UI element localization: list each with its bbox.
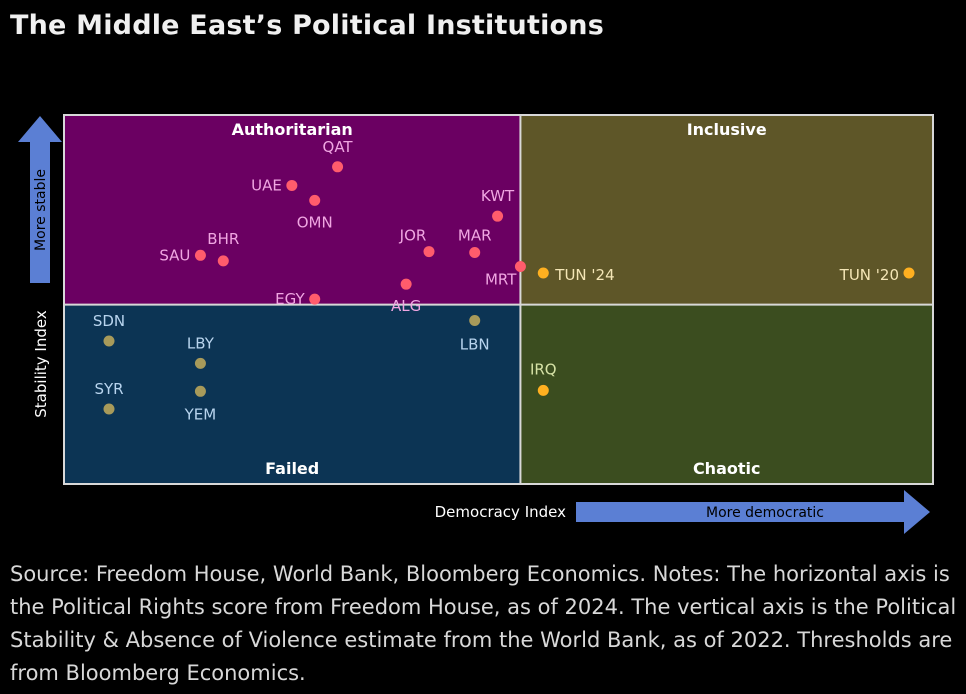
point-omn bbox=[309, 194, 321, 206]
point-kwt bbox=[492, 210, 504, 222]
arrow-right-icon bbox=[576, 490, 930, 534]
point-alg bbox=[400, 278, 412, 290]
point-syr bbox=[103, 403, 115, 415]
x-axis-label: Democracy Index bbox=[435, 503, 566, 521]
point-label-tun-24: TUN '24 bbox=[554, 266, 614, 284]
quadrant-label-authoritarian: Authoritarian bbox=[232, 120, 353, 139]
point-bhr bbox=[217, 255, 229, 267]
point-label-egy: EGY bbox=[275, 290, 305, 308]
quadrant-failed bbox=[64, 304, 521, 484]
quadrant-chart: Authoritarian Inclusive Failed Chaotic Q… bbox=[18, 114, 934, 534]
point-label-irq: IRQ bbox=[530, 360, 557, 378]
y-axis-label: Stability Index bbox=[32, 310, 50, 418]
point-label-sau: SAU bbox=[159, 246, 190, 264]
y-arrow: More stable bbox=[18, 116, 62, 283]
point-label-sdn: SDN bbox=[93, 312, 125, 330]
chart-title: The Middle East’s Political Institutions bbox=[10, 10, 604, 41]
point-label-tun-20: TUN '20 bbox=[839, 266, 899, 284]
y-arrow-label: More stable bbox=[33, 169, 49, 251]
plot-border bbox=[63, 114, 934, 485]
point-tun-20 bbox=[903, 267, 915, 279]
x-arrow: More democratic bbox=[576, 490, 930, 534]
x-arrow-label: More democratic bbox=[706, 505, 824, 521]
quadrant-chaotic bbox=[520, 304, 933, 484]
point-qat bbox=[332, 161, 344, 173]
point-lby bbox=[194, 357, 206, 369]
point-jor bbox=[423, 246, 435, 258]
quadrant-label-inclusive: Inclusive bbox=[687, 120, 767, 139]
data-points: QAT UAE OMN KWT JOR MAR BHR SAU MRT ALG EGY TUN '24… bbox=[93, 138, 915, 423]
point-yem bbox=[194, 385, 206, 397]
quadrant-inclusive bbox=[520, 115, 933, 305]
point-mrt bbox=[514, 260, 526, 272]
point-sau bbox=[194, 249, 206, 261]
point-lbn bbox=[469, 315, 481, 327]
quadrant-label-chaotic: Chaotic bbox=[693, 459, 761, 478]
point-label-qat: QAT bbox=[323, 138, 354, 156]
point-label-lbn: LBN bbox=[460, 336, 490, 354]
point-label-lby: LBY bbox=[187, 334, 215, 352]
point-label-mrt: MRT bbox=[485, 270, 517, 288]
quadrants bbox=[63, 114, 934, 485]
point-sdn bbox=[103, 335, 115, 347]
quadrant-label-failed: Failed bbox=[265, 459, 319, 478]
point-label-omn: OMN bbox=[297, 213, 333, 231]
quadrant-authoritarian bbox=[64, 115, 521, 305]
point-label-bhr: BHR bbox=[207, 230, 239, 248]
point-egy bbox=[309, 293, 321, 305]
point-label-alg: ALG bbox=[391, 297, 421, 315]
point-tun-24 bbox=[537, 267, 549, 279]
point-label-kwt: KWT bbox=[481, 187, 515, 205]
point-label-uae: UAE bbox=[251, 176, 282, 194]
point-mar bbox=[469, 247, 481, 259]
point-label-jor: JOR bbox=[399, 227, 427, 245]
point-label-mar: MAR bbox=[458, 227, 492, 245]
point-label-yem: YEM bbox=[184, 405, 217, 423]
point-label-syr: SYR bbox=[94, 380, 123, 398]
source-notes: Source: Freedom House, World Bank, Bloom… bbox=[10, 562, 957, 685]
point-uae bbox=[286, 179, 298, 191]
point-irq bbox=[537, 384, 549, 396]
arrow-up-icon bbox=[18, 116, 62, 283]
